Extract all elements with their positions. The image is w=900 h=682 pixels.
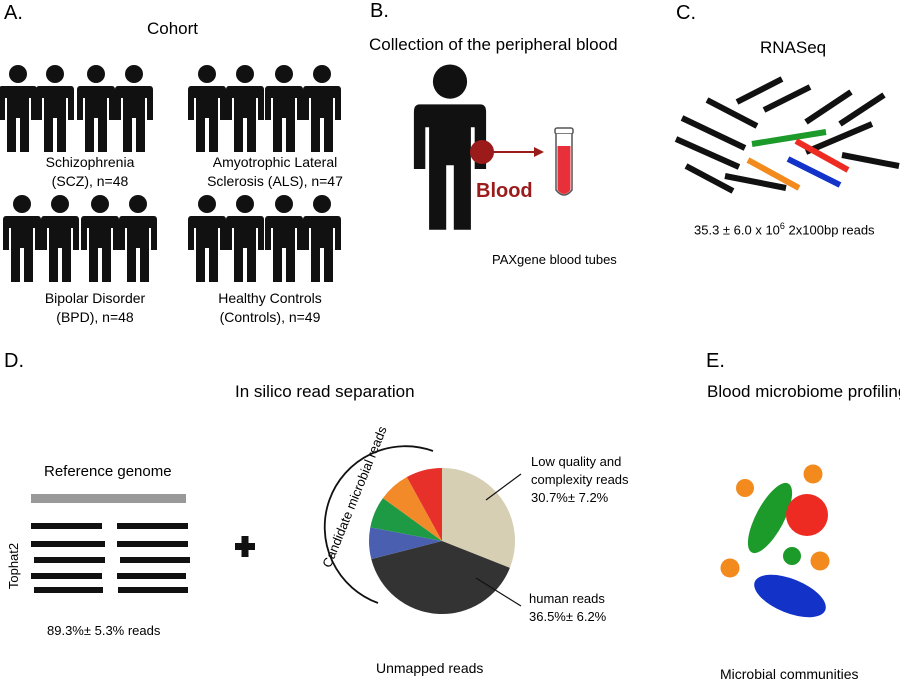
panel-a-title: Cohort (147, 19, 199, 38)
reference-genome-label: Reference genome (44, 463, 172, 480)
panel-e-letter: E. (706, 350, 725, 372)
panel-d-letter: D. (4, 350, 24, 372)
paxgene-label: PAXgene blood tubes (492, 252, 617, 267)
pie-slice-orange (382, 477, 442, 541)
reference-genome-bar (31, 494, 186, 503)
mapped-reads-lines (31, 523, 190, 593)
group-label-scz: Schizophrenia (SCZ), n=48 (45, 154, 135, 189)
pie-slice-blue (369, 527, 442, 560)
panel-b-title: Collection of the peripheral blood (369, 35, 618, 54)
microbial-communities-label: Microbial communities (720, 666, 859, 682)
mapped-reads-label: 89.3%± 5.3% reads (47, 623, 161, 638)
group-label-als: Amyotrophic Lateral Sclerosis (ALS), n=47 (207, 154, 343, 189)
als-silhouettes (188, 65, 341, 152)
paxgene-tube-icon (554, 127, 574, 196)
candidate-bracket-arc (323, 445, 434, 604)
panel-c-letter: C. (676, 2, 696, 24)
scz-silhouettes (0, 65, 153, 152)
bpd-silhouettes (3, 195, 157, 282)
panel-d-title: In silico read separation (235, 382, 415, 401)
blood-label: Blood (476, 180, 533, 202)
group-label-controls: Healthy Controls (Controls), n=49 (218, 290, 322, 325)
low-quality-label: Low quality and complexity reads 30.7%± 7.… (531, 454, 629, 505)
low-quality-pointer (485, 473, 522, 501)
pie-slice-low-quality (442, 468, 515, 568)
human-reads-pointer (475, 577, 522, 607)
unmapped-reads-label: Unmapped reads (376, 660, 484, 676)
human-reads-label: human reads 36.5%± 6.2% (529, 591, 607, 624)
panel-e-title: Blood microbiome profiling (707, 382, 900, 401)
pie-slice-red (406, 468, 442, 541)
rnaseq-reads-label: 35.3 ± 6.0 x 106 2x100bp reads (694, 221, 875, 238)
panel-a-letter: A. (4, 2, 23, 24)
pie-slice-green (370, 498, 442, 541)
unmapped-reads-pie (369, 468, 515, 614)
plus-icon (235, 536, 255, 557)
rnaseq-read-fragments (674, 76, 900, 194)
panel-c-title: RNASeq (760, 38, 827, 57)
pie-slice-human (371, 541, 510, 614)
blood-arrow-head (534, 147, 544, 157)
controls-silhouettes (188, 195, 341, 282)
microbial-community-shapes (720, 464, 830, 618)
panel-b-letter: B. (370, 0, 389, 22)
group-label-bpd: Bipolar Disorder (BPD), n=48 (44, 290, 146, 325)
